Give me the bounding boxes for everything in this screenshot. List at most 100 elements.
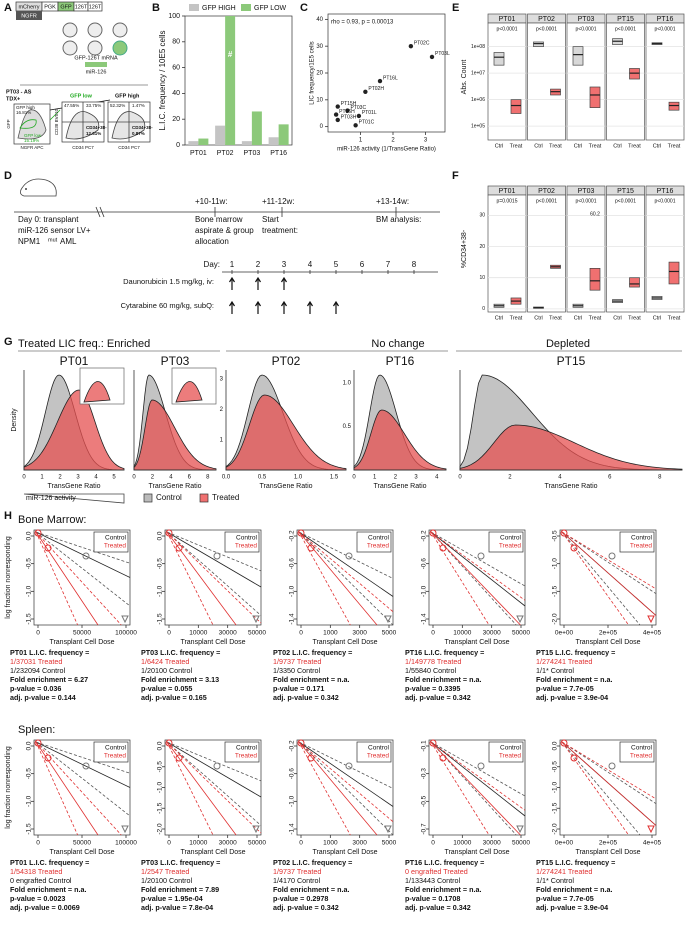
box [629, 277, 640, 288]
regression-line [35, 741, 131, 774]
regression-line [430, 531, 526, 607]
axis-title: log fraction nonresponding [5, 746, 12, 829]
axis-title: Transplant Cell Dose [575, 849, 640, 856]
y-tick-label: 0 [320, 124, 324, 130]
axis-title: Transplant Cell Dose [49, 639, 114, 646]
regression-line [35, 531, 79, 626]
break [99, 206, 105, 218]
y-tick-label: -1.5 [26, 613, 33, 625]
x-tick-label: Treat [589, 143, 602, 149]
stat-line: PT01 L.I.C. frequency = [10, 648, 89, 657]
regression-line [166, 531, 262, 616]
regression-line [561, 531, 657, 594]
row-title: Spleen: [18, 724, 55, 736]
legend-box [356, 741, 392, 763]
stat-line: 1/20100 Control [141, 666, 193, 675]
stat-line: Fold enrichment = n.a. [405, 675, 481, 684]
gate [19, 119, 37, 129]
point-label: PT16L [383, 75, 398, 81]
x-tick-label: 100000 [115, 840, 137, 847]
stat-line: PT02 L.I.C. frequency = [273, 648, 352, 657]
axis-title: miR-126 activity (1/TransGene Ratio) [337, 147, 436, 153]
regression-line [430, 741, 526, 817]
point [353, 123, 358, 128]
p-value: p=0.0015 [497, 198, 518, 204]
x-tick-label: Treat [668, 143, 681, 149]
legend-label: Control [631, 535, 653, 542]
regression-line [166, 741, 214, 836]
legend-box [488, 531, 524, 553]
axis-title: Transplant Cell Dose [312, 849, 377, 856]
axis-title: TransGene Ratio [259, 483, 312, 490]
p-value: p<0.0001 [655, 26, 676, 32]
regression-line [166, 531, 262, 624]
x-tick-label: 100000 [115, 630, 137, 637]
regression-line [561, 531, 657, 590]
marker [384, 825, 392, 834]
x-tick-label: 0 [36, 840, 40, 847]
x-tick-label: Ctrl [534, 315, 543, 321]
p-value: p<0.0001 [536, 198, 557, 204]
legend-box [619, 531, 655, 553]
stat-line: adj. p-value = 0.165 [141, 693, 207, 702]
marker [82, 552, 90, 560]
x-tick-label: 2 [394, 475, 398, 481]
x-tick-label: 5000 [382, 630, 397, 637]
stat-line: 1/9737 Treated [273, 657, 321, 666]
y-tick-label: 1e+05 [471, 123, 485, 129]
regression-line [166, 531, 262, 588]
x-tick-label: 0 [22, 475, 26, 481]
regression-line [166, 531, 214, 626]
x-tick-label: 2 [508, 475, 512, 481]
point-label: PT03L [435, 51, 450, 57]
stat-line: Fold enrichment = n.a. [405, 885, 481, 894]
regression-line [166, 741, 237, 836]
legend-label: Control [156, 493, 182, 502]
y-tick-label: 100 [168, 13, 180, 20]
facet-title: PT02 [538, 188, 555, 195]
x-tick-label: 0 [167, 630, 171, 637]
y-tick-label: -1.0 [289, 585, 296, 597]
x-tick-label: 1 [373, 475, 377, 481]
facet-title: PT03 [578, 188, 595, 195]
axis-title: TransGene Ratio [544, 483, 597, 490]
box [533, 41, 544, 47]
plot-title: PT16 [386, 354, 415, 368]
timeline-text: AML [60, 237, 77, 246]
x-tick-label: 50000 [73, 630, 91, 637]
y-tick-label: -0.5 [552, 530, 559, 542]
stat-line: adj. p-value = 0.342 [273, 693, 339, 702]
plot-title: PT15 [557, 354, 586, 368]
x-tick-label: 30000 [483, 630, 501, 637]
x-tick-label: 0 [36, 630, 40, 637]
legend-label: GFP LOW [254, 5, 287, 12]
x-tick-label: 2 [58, 475, 62, 481]
regression-line [298, 531, 378, 626]
marker [297, 739, 305, 747]
x-tick-label: Ctrl [653, 143, 662, 149]
marker [429, 529, 437, 537]
bar [188, 141, 199, 145]
stat-line: adj. p-value = 3.9e-04 [536, 693, 608, 702]
x-tick-label: 3000 [352, 840, 367, 847]
axis-title: Transplant Cell Dose [312, 639, 377, 646]
legend-label: Control [105, 745, 127, 752]
stat-line: p-value = 7.7e-05 [536, 684, 594, 693]
y-tick-label: 20 [172, 116, 180, 123]
plot-title: PT03 [161, 354, 190, 368]
legend-label: Control [368, 535, 390, 542]
stat-line: Fold enrichment = 3.13 [141, 675, 219, 684]
dose-arrow [254, 300, 262, 314]
legend-label: Control [236, 535, 258, 542]
panel-letter: F [452, 170, 459, 182]
point [429, 54, 435, 60]
y-tick-label: 0 [482, 306, 485, 312]
marker [570, 544, 578, 552]
point-label: PT15H [341, 101, 357, 107]
legend-label: Treated [104, 543, 127, 550]
annotation: # [228, 50, 233, 59]
regression-line [35, 531, 131, 564]
panel-letter: B [152, 2, 160, 14]
facet-title: PT03 [578, 16, 595, 23]
x-tick-label: 10000 [189, 840, 207, 847]
